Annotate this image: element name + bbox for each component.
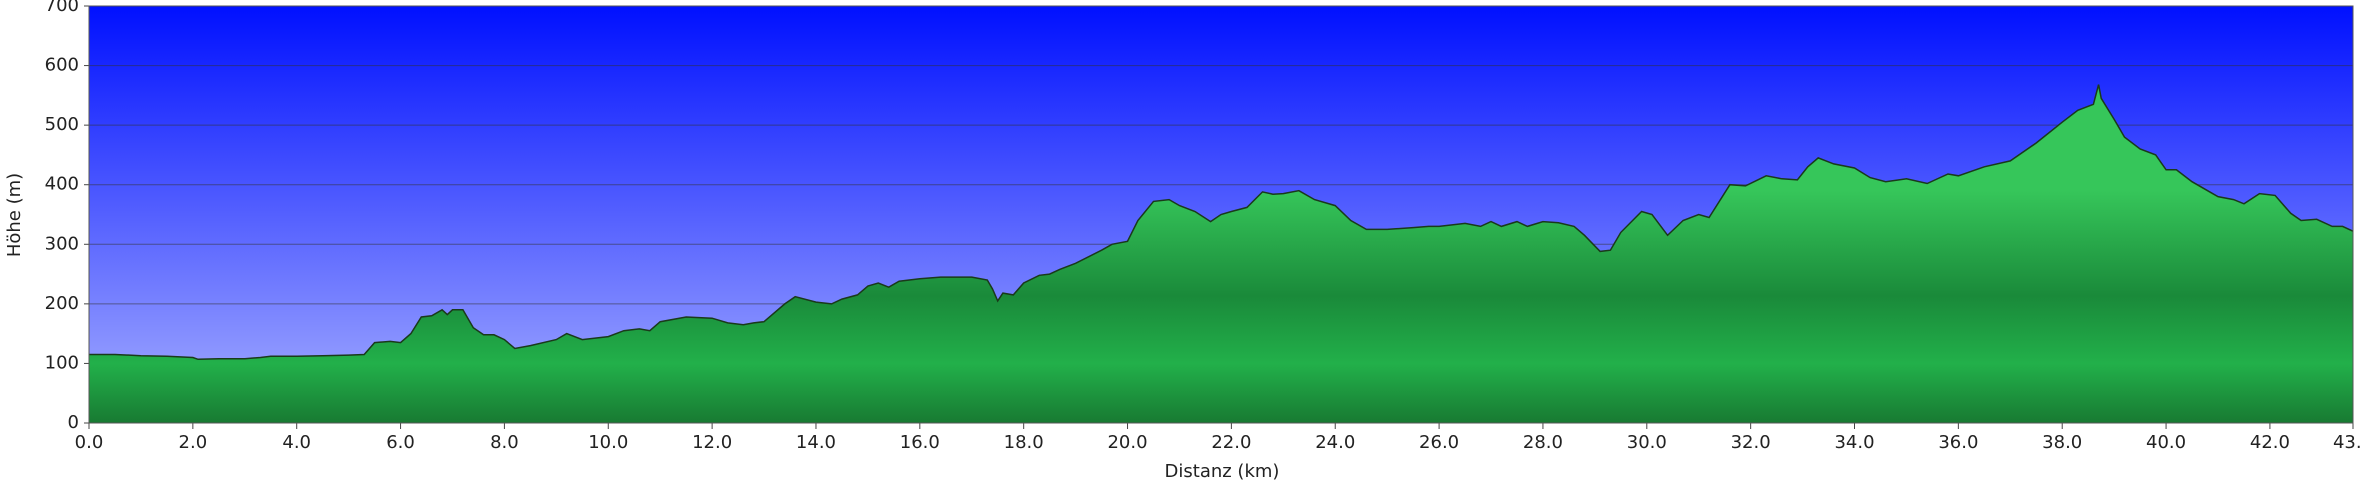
- x-tick-label: 22.0: [1211, 432, 1251, 453]
- x-tick-label: 38.0: [2042, 432, 2082, 453]
- y-tick-label: 200: [45, 293, 79, 314]
- y-tick-label: 100: [45, 352, 79, 373]
- x-tick-label: 34.0: [1834, 432, 1874, 453]
- y-tick-label: 500: [45, 114, 79, 135]
- plot-frame: [88, 5, 2354, 424]
- elevation-line: [89, 84, 2354, 361]
- x-tick-label: 2.0: [179, 432, 208, 453]
- x-tick-label: 18.0: [1004, 432, 1044, 453]
- x-tick-label: 28.0: [1523, 432, 1563, 453]
- x-tick-label: 43.6: [2333, 432, 2362, 453]
- elevation-area: [89, 84, 2353, 423]
- x-axis-label: Distanz (km): [1165, 461, 1280, 482]
- x-tick-label: 32.0: [1731, 432, 1771, 453]
- x-tick-label: 26.0: [1419, 432, 1459, 453]
- y-axis-label: Höhe (m): [4, 173, 25, 257]
- y-tick-label: 0: [68, 412, 79, 433]
- x-tick-label: 42.0: [2250, 432, 2290, 453]
- x-tick-label: 36.0: [1938, 432, 1978, 453]
- x-tick-label: 16.0: [900, 432, 940, 453]
- x-tick-label: 14.0: [796, 432, 836, 453]
- x-tick-label: 8.0: [490, 432, 519, 453]
- x-tick-label: 4.0: [282, 432, 311, 453]
- y-tick-label: 600: [45, 55, 79, 76]
- y-tick-label: 400: [45, 174, 79, 195]
- x-tick-label: 30.0: [1627, 432, 1667, 453]
- x-tick-label: 10.0: [588, 432, 628, 453]
- x-tick-label: 12.0: [692, 432, 732, 453]
- y-tick-label: 700: [45, 0, 79, 16]
- y-tick-label: 300: [45, 233, 79, 254]
- x-tick-label: 6.0: [386, 432, 415, 453]
- x-tick-label: 0.0: [75, 432, 104, 453]
- x-tick-label: 40.0: [2146, 432, 2186, 453]
- x-tick-label: 20.0: [1107, 432, 1147, 453]
- x-tick-label: 24.0: [1315, 432, 1355, 453]
